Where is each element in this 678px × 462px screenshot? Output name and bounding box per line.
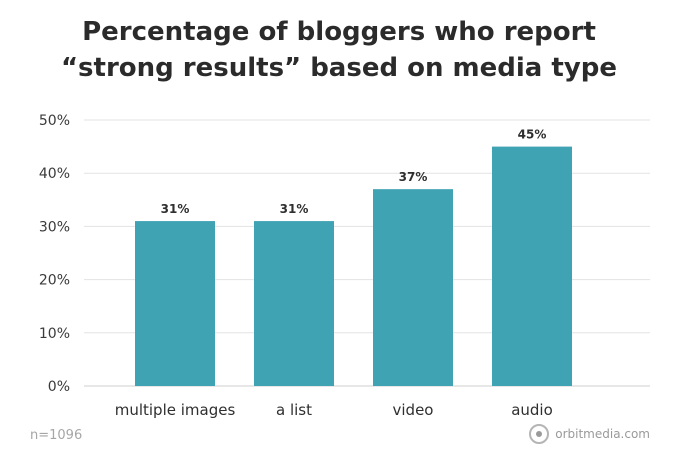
x-tick-label: multiple images [115,401,236,419]
x-tick-label: video [393,401,434,419]
brand-logo: orbitmedia.com [529,424,650,444]
x-tick-label: a list [276,401,312,419]
data-label: 37% [399,170,428,184]
bar [135,221,215,386]
data-label: 31% [161,202,190,216]
y-tick-label: 30% [39,219,70,235]
sample-size-note: n=1096 [30,428,83,443]
y-tick-label: 0% [48,379,70,395]
brand-text: orbitmedia.com [555,427,650,441]
bar [492,146,572,386]
y-tick-label: 40% [39,166,70,182]
x-tick-label: audio [511,401,553,419]
data-label: 31% [280,202,309,216]
chart-title-line-2: “strong results” based on media type [60,53,618,83]
orbit-icon [529,424,550,444]
y-tick-label: 20% [39,273,70,289]
y-tick-label: 50% [39,113,70,129]
chart-title: Percentage of bloggers who report “stron… [0,14,678,86]
data-label: 45% [518,128,547,142]
y-tick-label: 10% [39,326,70,342]
bar [254,221,334,386]
bar [373,189,453,386]
chart-title-line-1: Percentage of bloggers who report [82,17,596,47]
